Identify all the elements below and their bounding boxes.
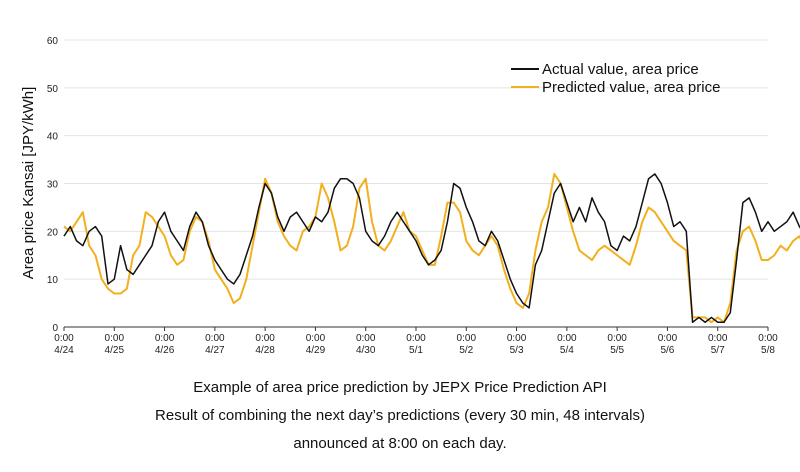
x-tick-date-label: 4/27 (205, 345, 225, 356)
series-line-actual (63, 173, 800, 323)
x-tick-time-label: 0:00 (658, 333, 678, 344)
x-tick-date-label: 5/4 (560, 345, 574, 356)
legend: Actual value, area price Predicted value… (511, 61, 720, 96)
y-tick-label: 0 (52, 323, 58, 334)
x-tick-time-label: 0:00 (457, 333, 477, 344)
series-lines (63, 172, 800, 324)
x-tick-date-label: 5/5 (610, 345, 624, 356)
x-tick-time-label: 0:00 (607, 333, 627, 344)
x-tick-time-label: 0:00 (105, 333, 125, 344)
x-tick-date-label: 4/26 (155, 345, 175, 356)
x-tick-labels: 0:004/240:004/250:004/260:004/270:004/28… (54, 333, 778, 356)
series-line-predicted (63, 172, 800, 324)
x-tick-time-label: 0:00 (406, 333, 426, 344)
y-tick-label: 60 (47, 36, 59, 47)
y-tick-label: 50 (47, 84, 59, 95)
x-tick-date-label: 5/6 (660, 345, 674, 356)
axes (63, 326, 769, 331)
x-tick-date-label: 5/3 (510, 345, 524, 356)
x-tick-date-label: 5/2 (459, 345, 473, 356)
x-tick-time-label: 0:00 (557, 333, 577, 344)
x-tick-date-label: 5/7 (711, 345, 725, 356)
x-tick-time-label: 0:00 (708, 333, 728, 344)
x-tick-time-label: 0:00 (758, 333, 778, 344)
x-tick-date-label: 5/1 (409, 345, 423, 356)
x-tick-date-label: 4/25 (105, 345, 125, 356)
y-tick-label: 20 (47, 227, 59, 238)
y-tick-label: 30 (47, 180, 59, 191)
x-tick-date-label: 4/30 (356, 345, 376, 356)
y-tick-labels: 0 10 20 30 40 50 60 (47, 36, 59, 334)
caption-line-2: Result of combining the next day’s predi… (155, 407, 645, 424)
legend-label-predicted: Predicted value, area price (542, 79, 720, 96)
gridlines (64, 39, 768, 280)
x-tick-time-label: 0:00 (356, 333, 376, 344)
caption-line-3: announced at 8:00 on each day. (293, 435, 507, 452)
x-tick-time-label: 0:00 (306, 333, 326, 344)
x-tick-time-label: 0:00 (205, 333, 225, 344)
x-tick-date-label: 5/8 (761, 345, 775, 356)
legend-label-actual: Actual value, area price (542, 61, 699, 78)
y-tick-label: 40 (47, 132, 59, 143)
y-axis-label: Area price Kansai [JPY/kWh] (20, 87, 37, 280)
y-tick-label: 10 (47, 275, 59, 286)
x-tick-time-label: 0:00 (255, 333, 275, 344)
x-tick-time-label: 0:00 (507, 333, 527, 344)
x-tick-time-label: 0:00 (54, 333, 74, 344)
x-tick-time-label: 0:00 (155, 333, 175, 344)
caption-line-1: Example of area price prediction by JEPX… (193, 379, 607, 396)
x-tick-date-label: 4/28 (255, 345, 275, 356)
x-tick-date-label: 4/29 (306, 345, 326, 356)
x-tick-date-label: 4/24 (54, 345, 74, 356)
